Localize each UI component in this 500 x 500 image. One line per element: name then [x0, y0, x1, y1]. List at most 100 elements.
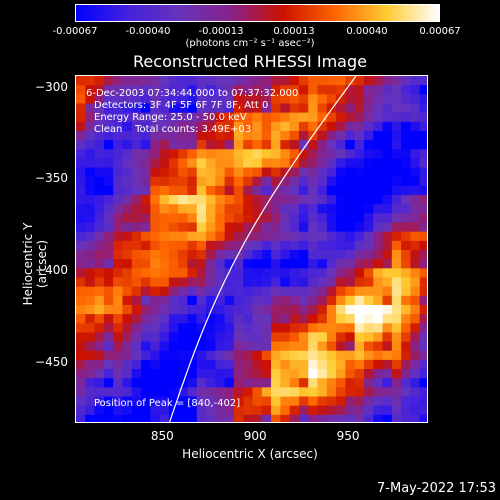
heatmap-cell [178, 396, 189, 407]
heatmap-cell [280, 130, 291, 141]
heatmap-cell [168, 414, 179, 422]
heatmap-cell [271, 195, 281, 205]
heatmap-cell [103, 167, 114, 178]
heatmap-cell [326, 295, 337, 306]
heatmap-cell [103, 304, 114, 315]
heatmap-cell [252, 158, 263, 169]
heatmap-cell [215, 414, 226, 422]
heatmap-cell [363, 76, 374, 86]
heatmap-cell [196, 204, 207, 214]
heatmap-cell [391, 332, 402, 343]
heatmap-cell [187, 369, 198, 379]
heatmap-cell [122, 268, 133, 279]
x-tick-label: 900 [243, 429, 267, 443]
heatmap-cell [206, 314, 216, 324]
heatmap-cell [345, 304, 356, 315]
heatmap-cell [252, 396, 263, 407]
heatmap-cell [354, 332, 365, 343]
heatmap-cell [280, 359, 291, 370]
heatmap-cell [298, 231, 309, 242]
heatmap-cell [103, 240, 114, 251]
heatmap-cell [187, 231, 198, 242]
y-axis-label: Heliocentric Y (arcsec) [21, 222, 49, 306]
heatmap-cell [168, 304, 179, 315]
heatmap-cell [141, 405, 151, 416]
heatmap-cell [150, 295, 161, 306]
heatmap-cell [233, 204, 244, 214]
heatmap-cell [373, 76, 384, 86]
heatmap-cell [243, 359, 254, 370]
heatmap-cell [373, 204, 384, 214]
heatmap-cell [224, 158, 235, 169]
heatmap-cell [224, 222, 235, 233]
heatmap-cell [76, 121, 86, 132]
clean-counts-text: Clean Total counts: 3.49E+03 [94, 124, 252, 135]
heatmap-cell [103, 250, 114, 260]
heatmap-cell [206, 158, 216, 169]
heatmap-cell [271, 323, 281, 334]
heatmap-cell [243, 323, 254, 334]
heatmap-cell [289, 378, 300, 388]
heatmap-cell [345, 323, 356, 334]
heatmap-cell [233, 341, 244, 352]
heatmap-cell [271, 204, 281, 214]
heatmap-cell [103, 314, 114, 324]
heatmap-cell [336, 240, 346, 251]
heatmap-cell [196, 268, 207, 279]
heatmap-cell [326, 414, 337, 422]
heatmap-cell [159, 341, 170, 352]
heatmap-cell [159, 240, 170, 251]
heatmap-cell [382, 85, 393, 95]
heatmap-cell [308, 121, 319, 132]
heatmap-cell [317, 359, 328, 370]
heatmap-cell [419, 350, 427, 361]
heatmap-cell [113, 359, 124, 370]
heatmap-cell [298, 240, 309, 251]
heatmap-cell [122, 323, 133, 334]
heatmap-cell [271, 378, 281, 388]
heatmap-cell [178, 414, 189, 422]
heatmap-cell [196, 359, 207, 370]
heatmap-cell [113, 378, 124, 388]
heatmap-cell [206, 140, 216, 150]
heatmap-cell [187, 140, 198, 150]
heatmap-cell [354, 167, 365, 178]
heatmap-cell [196, 332, 207, 343]
heatmap-cell [308, 250, 319, 260]
heatmap-cell [178, 250, 189, 260]
heatmap-cell [94, 149, 105, 160]
heatmap-cell [271, 176, 281, 187]
heatmap-cell [354, 405, 365, 416]
heatmap-cell [103, 213, 114, 224]
heatmap-cell [159, 130, 170, 141]
heatmap-cell [382, 231, 393, 242]
heatmap-cell [261, 323, 272, 334]
heatmap-cell [382, 414, 393, 422]
heatmap-cell [206, 259, 216, 269]
heatmap-cell [419, 304, 427, 315]
heatmap-cell [94, 268, 105, 279]
heatmap-cell [103, 359, 114, 370]
heatmap-cell [76, 195, 86, 205]
heatmap-cell [373, 213, 384, 224]
heatmap-cell [261, 231, 272, 242]
heatmap-cell [178, 103, 189, 114]
heatmap-cell [382, 378, 393, 388]
heatmap-cell [85, 240, 96, 251]
heatmap-cell [224, 176, 235, 187]
heatmap-cell [280, 112, 291, 123]
heatmap-cell [401, 167, 412, 178]
heatmap-cell [373, 130, 384, 141]
heatmap-cell [391, 222, 402, 233]
heatmap-cell [159, 369, 170, 379]
heatmap-cell [280, 213, 291, 224]
heatmap-cell [159, 121, 170, 132]
heatmap-cell [317, 378, 328, 388]
heatmap-cell [298, 112, 309, 123]
heatmap-cell [345, 396, 356, 407]
heatmap-cell [261, 94, 272, 105]
heatmap-cell [363, 350, 374, 361]
heatmap-cell [354, 314, 365, 324]
heatmap-cell [233, 176, 244, 187]
heatmap-cell [168, 268, 179, 279]
